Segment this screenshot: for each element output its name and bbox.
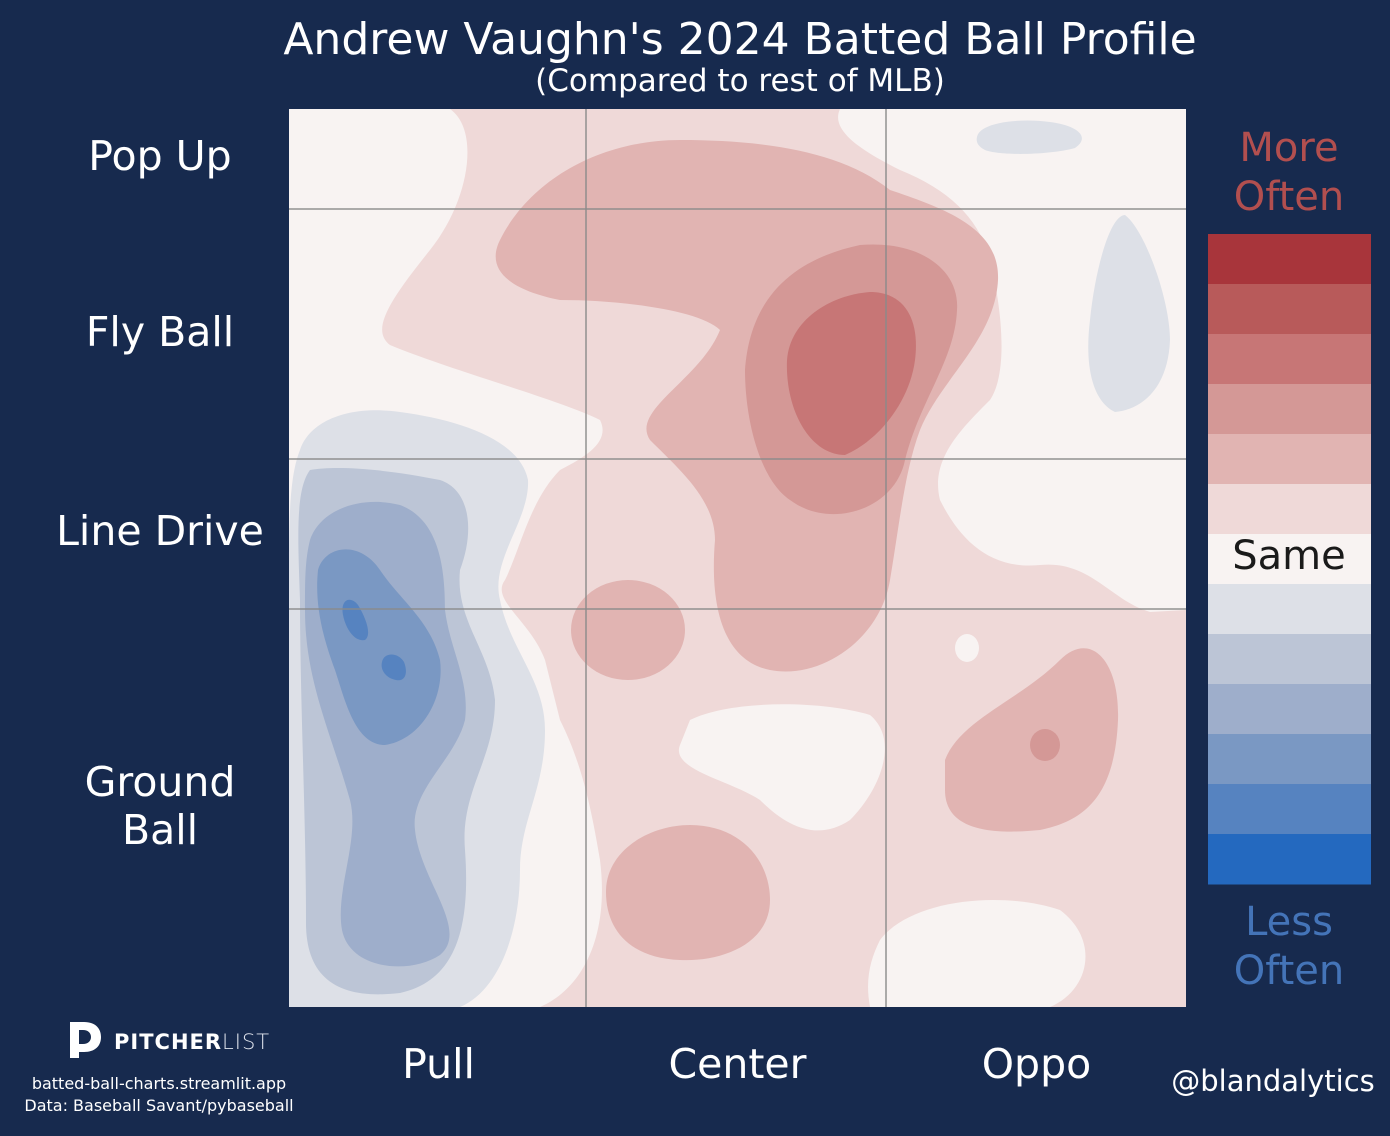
site: batted-ball-charts.streamlit.app (31, 1074, 287, 1093)
colorbar-band (1208, 684, 1371, 735)
contour-region (1030, 729, 1060, 761)
brand: PITCHERLIST (114, 1030, 270, 1054)
colorbar-band (1208, 234, 1371, 285)
x-label: Pull (402, 1040, 475, 1088)
colorbar-bottom-label: Less Often (1233, 899, 1345, 994)
contour-region (317, 549, 441, 745)
contour-region (786, 292, 916, 455)
colorbar-band (1208, 784, 1371, 835)
y-label: Fly Ball (85, 308, 235, 356)
y-label: Ground Ball (84, 758, 236, 854)
colorbar-band (1208, 534, 1371, 585)
contour-region (1088, 215, 1170, 412)
contour-region (868, 900, 1086, 1007)
brand-light: LIST (222, 1030, 271, 1054)
x-label: Center (668, 1040, 807, 1088)
contour-region (571, 580, 685, 680)
colorbar-top-label: More Often (1233, 125, 1345, 220)
contour-region (606, 825, 770, 961)
contour-region (381, 654, 406, 681)
colorbar-band (1208, 634, 1371, 685)
y-label: Line Drive (56, 507, 264, 555)
contour-region (838, 109, 1186, 612)
colorbar-band (1208, 584, 1371, 635)
handle: @blandalytics (1171, 1064, 1375, 1098)
colorbar-band (1208, 384, 1371, 435)
colorbar-band (1208, 484, 1371, 535)
chart-subtitle: (Compared to rest of MLB) (535, 63, 945, 99)
colorbar-band (1208, 334, 1371, 385)
brand-bold: PITCHER (114, 1030, 223, 1054)
colorbar-band (1208, 734, 1371, 785)
chart-title: Andrew Vaughn's 2024 Batted Ball Profile (283, 14, 1197, 65)
contour-region (955, 634, 979, 662)
colorbar-middle-label: Same (1232, 533, 1346, 579)
contour-region (976, 120, 1082, 154)
colorbar-band (1208, 284, 1371, 335)
logo-icon (70, 1022, 101, 1058)
colorbar-band (1208, 834, 1371, 885)
x-label: Oppo (981, 1040, 1092, 1088)
contour-region (678, 704, 885, 831)
colorbar-band (1208, 434, 1371, 485)
y-label: Pop Up (88, 132, 232, 180)
source: Data: Baseball Savant/pybaseball (24, 1096, 294, 1115)
